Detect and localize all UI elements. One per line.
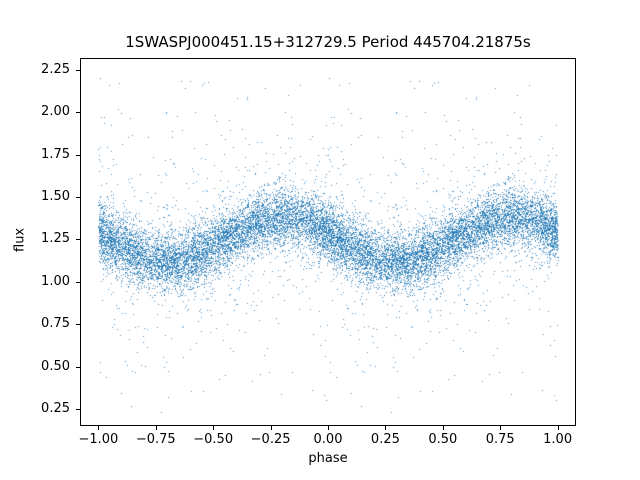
scatter-canvas [81,59,575,425]
y-tick-label: 0.50 [41,358,70,374]
y-tick-label: 0.25 [41,401,70,417]
y-tick [76,69,80,71]
x-tick-label: 0.00 [313,432,343,447]
x-tick-label: −1.00 [78,432,119,447]
chart-title: 1SWASPJ000451.15+312729.5 Period 445704.… [125,33,531,51]
x-tick-label: −0.25 [250,432,291,447]
y-tick-label: 1.25 [41,231,70,247]
y-tick-label: 0.75 [41,316,70,332]
y-tick-label: 1.00 [41,273,70,289]
y-tick [76,324,80,326]
x-tick [270,426,272,430]
y-tick [76,112,80,114]
x-tick [155,426,157,430]
x-tick [557,426,559,430]
y-tick-label: 1.75 [41,146,70,162]
x-tick [500,426,502,430]
x-tick [442,426,444,430]
y-tick [76,409,80,411]
y-tick [76,154,80,156]
y-tick [76,197,80,199]
x-tick [385,426,387,430]
x-tick-label: −0.50 [193,432,234,447]
y-tick-label: 2.25 [41,61,70,77]
y-tick-label: 2.00 [41,104,70,120]
y-tick [76,281,80,283]
plot-area [80,58,576,426]
x-tick [98,426,100,430]
y-tick-label: 1.50 [41,189,70,205]
x-tick [328,426,329,430]
x-axis-label: phase [308,451,348,466]
x-tick-label: 0.25 [370,432,400,447]
x-tick-label: −0.75 [135,432,176,447]
x-tick-label: 0.50 [428,432,458,447]
y-tick [76,239,80,241]
x-tick-label: 1.00 [543,432,573,447]
y-tick [76,366,80,368]
x-tick [213,426,215,430]
x-tick-label: 0.75 [485,432,515,447]
